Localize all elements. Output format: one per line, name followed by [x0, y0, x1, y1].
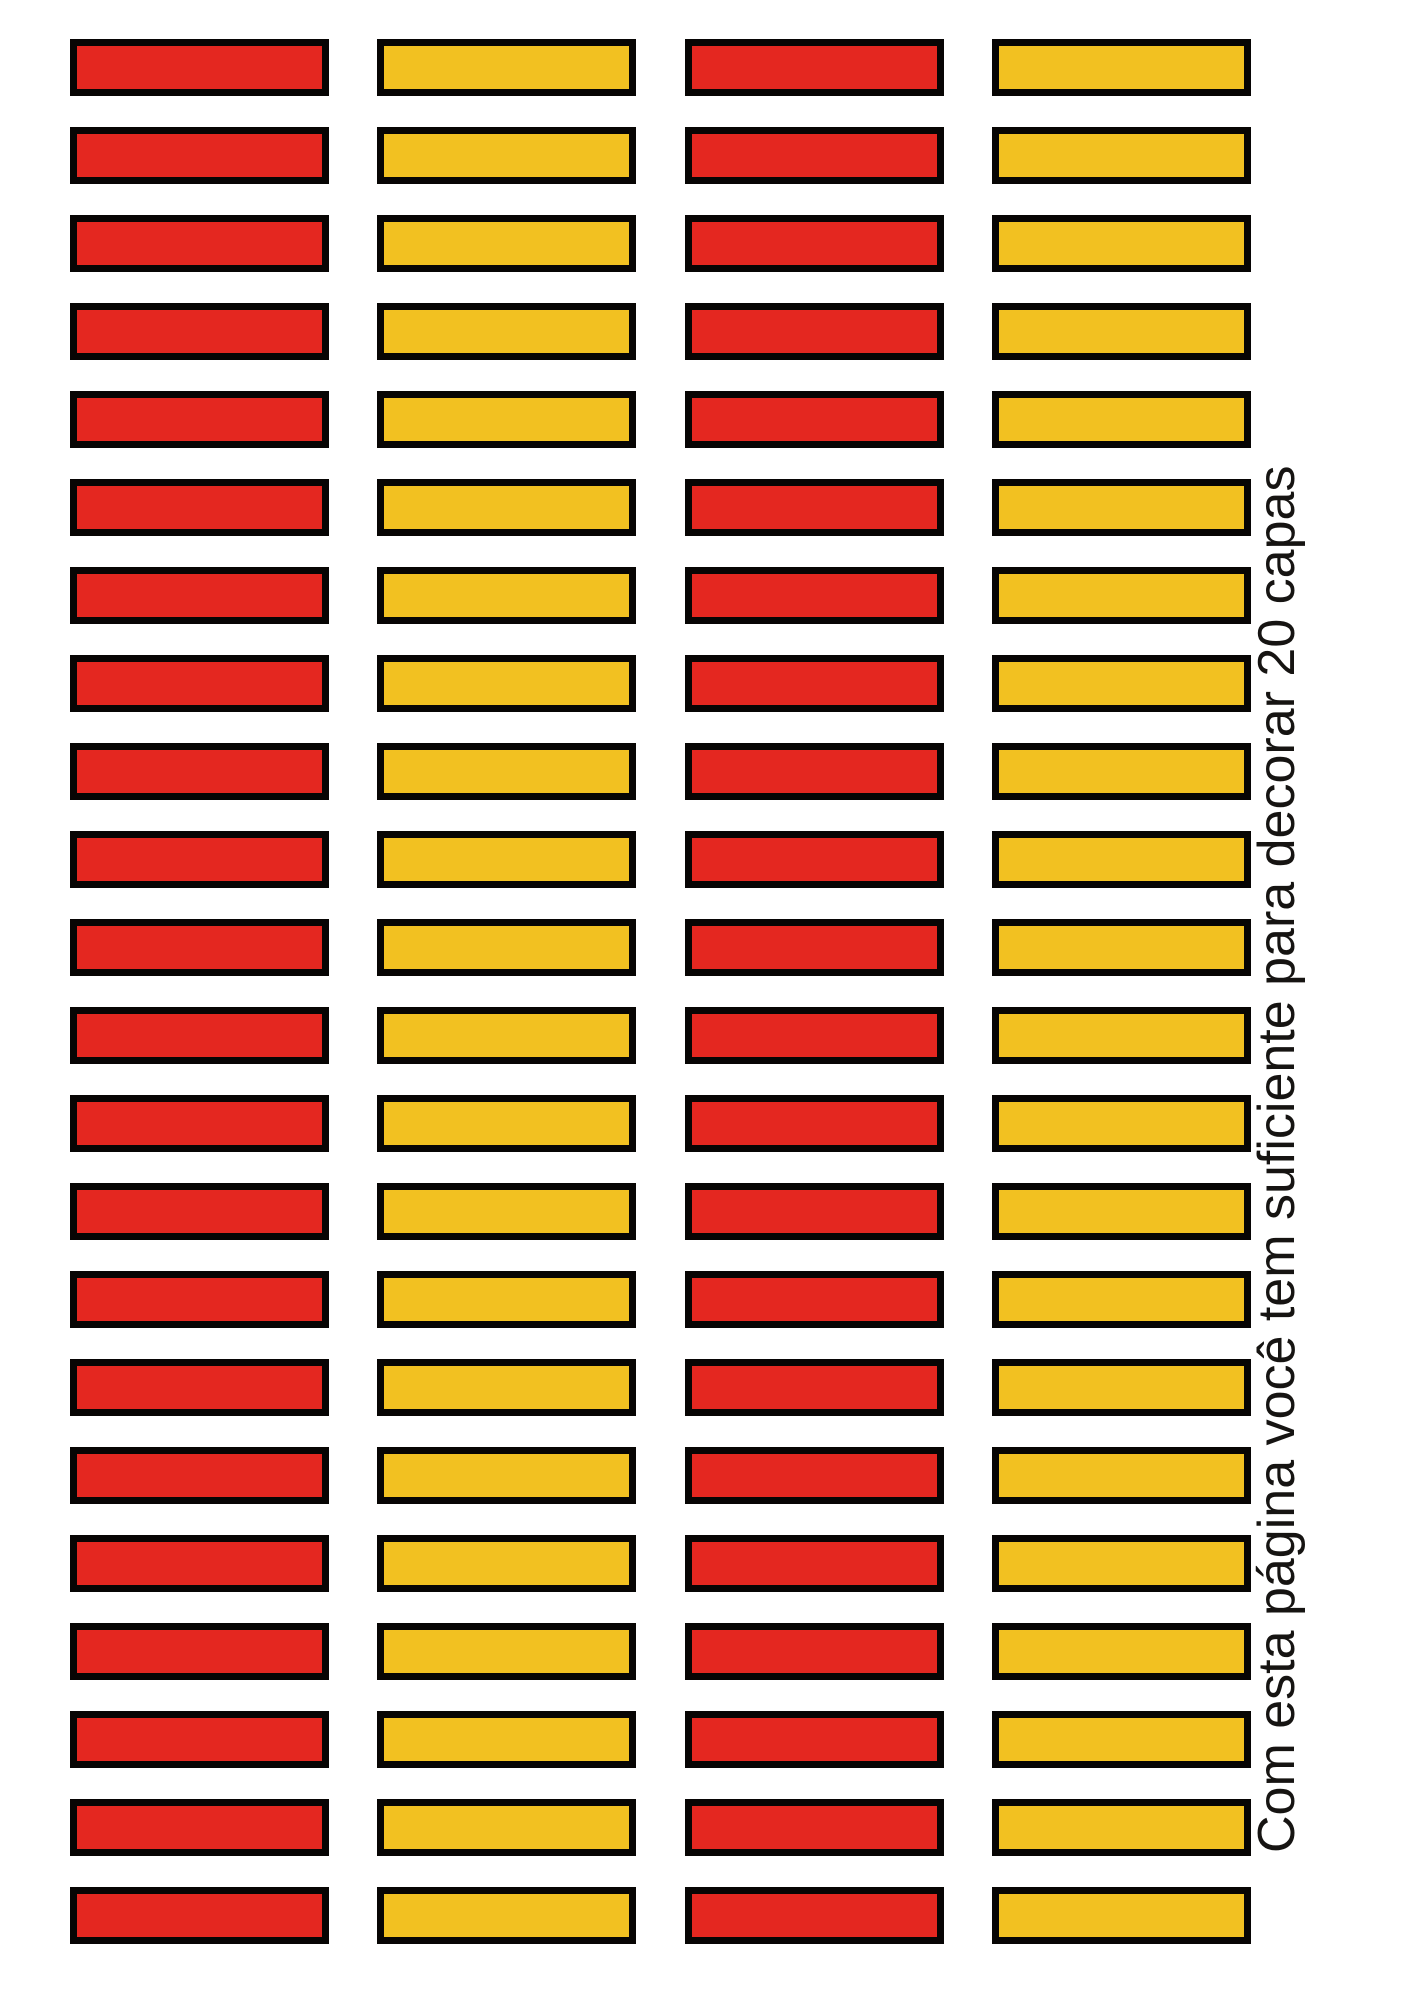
sticker-yellow [377, 39, 636, 96]
sticker-red [685, 1535, 944, 1592]
sticker-yellow [377, 1447, 636, 1504]
sticker-yellow [992, 1271, 1251, 1328]
sticker-yellow [992, 1887, 1251, 1944]
sticker-yellow [377, 831, 636, 888]
sticker-yellow [992, 1095, 1251, 1152]
sticker-red [70, 743, 329, 800]
sticker-yellow [377, 1359, 636, 1416]
sticker-red [685, 215, 944, 272]
sticker-red [70, 1799, 329, 1856]
sticker-yellow [377, 1183, 636, 1240]
sticker-red [70, 1887, 329, 1944]
sticker-red [685, 1359, 944, 1416]
sticker-red [70, 1271, 329, 1328]
sticker-yellow [377, 303, 636, 360]
sticker-red [70, 1535, 329, 1592]
sticker-yellow [992, 1183, 1251, 1240]
sticker-red [685, 39, 944, 96]
sticker-yellow [992, 1447, 1251, 1504]
sticker-yellow [992, 479, 1251, 536]
sticker-yellow [992, 655, 1251, 712]
sticker-yellow [377, 919, 636, 976]
sticker-yellow [992, 919, 1251, 976]
sticker-yellow [992, 1623, 1251, 1680]
sticker-red [70, 1447, 329, 1504]
sticker-red [70, 391, 329, 448]
sticker-red [70, 1359, 329, 1416]
sticker-yellow [992, 1535, 1251, 1592]
sticker-red [685, 655, 944, 712]
sticker-red [685, 567, 944, 624]
sticker-red [70, 215, 329, 272]
sticker-red [685, 831, 944, 888]
sticker-red [70, 303, 329, 360]
sticker-red [685, 1887, 944, 1944]
sticker-red [685, 1623, 944, 1680]
sticker-red [685, 1007, 944, 1064]
sticker-red [685, 919, 944, 976]
sticker-yellow [992, 391, 1251, 448]
sticker-yellow [992, 1711, 1251, 1768]
sticker-red [70, 1623, 329, 1680]
sticker-yellow [377, 1887, 636, 1944]
sticker-yellow [377, 1711, 636, 1768]
sticker-yellow [992, 303, 1251, 360]
note-text: Com esta página você tem suficiente para… [1248, 465, 1306, 1853]
sticker-red [70, 919, 329, 976]
sticker-red [70, 567, 329, 624]
sticker-yellow [377, 655, 636, 712]
sticker-red [70, 1095, 329, 1152]
sticker-red [685, 479, 944, 536]
sticker-yellow [992, 567, 1251, 624]
sticker-red [70, 655, 329, 712]
sticker-red [685, 1183, 944, 1240]
sticker-yellow [992, 831, 1251, 888]
sticker-red [685, 1271, 944, 1328]
sticker-yellow [377, 127, 636, 184]
sticker-yellow [377, 1799, 636, 1856]
sticker-red [685, 1799, 944, 1856]
sticker-red [685, 743, 944, 800]
sticker-red [70, 479, 329, 536]
sticker-red [70, 1007, 329, 1064]
sticker-yellow [377, 215, 636, 272]
sticker-red [685, 127, 944, 184]
sticker-yellow [377, 1271, 636, 1328]
sticker-yellow [992, 1799, 1251, 1856]
sticker-column-3 [685, 39, 944, 1944]
sticker-yellow [377, 479, 636, 536]
sticker-red [70, 1711, 329, 1768]
sticker-yellow [992, 127, 1251, 184]
sticker-yellow [377, 567, 636, 624]
sticker-red [685, 1095, 944, 1152]
sticker-yellow [377, 1623, 636, 1680]
sticker-red [685, 391, 944, 448]
sticker-yellow [992, 1007, 1251, 1064]
sticker-red [685, 1447, 944, 1504]
sticker-yellow [377, 391, 636, 448]
sticker-yellow [377, 1095, 636, 1152]
sticker-yellow [992, 39, 1251, 96]
sticker-yellow [377, 1007, 636, 1064]
sticker-yellow [377, 1535, 636, 1592]
sticker-red [685, 303, 944, 360]
sticker-red [685, 1711, 944, 1768]
sticker-column-1 [70, 39, 329, 1944]
sticker-red [70, 1183, 329, 1240]
sticker-yellow [992, 1359, 1251, 1416]
sticker-red [70, 831, 329, 888]
sticker-column-4 [992, 39, 1251, 1944]
sticker-red [70, 39, 329, 96]
sticker-yellow [992, 215, 1251, 272]
sticker-yellow [377, 743, 636, 800]
sticker-column-2 [377, 39, 636, 1944]
sticker-yellow [992, 743, 1251, 800]
sticker-red [70, 127, 329, 184]
